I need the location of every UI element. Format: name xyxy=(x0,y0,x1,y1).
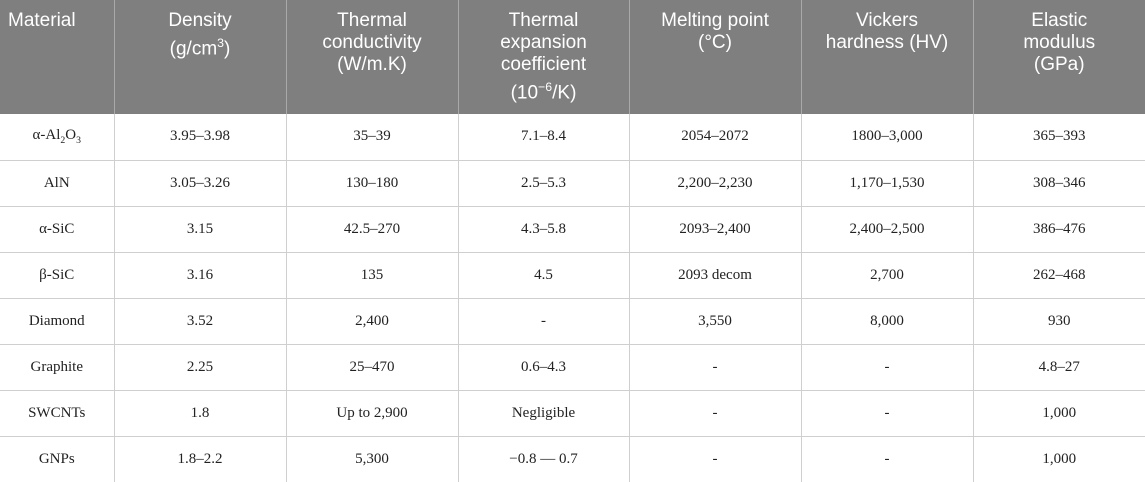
header-density: Density (g/cm3) xyxy=(114,0,287,114)
cell-vickers-hardness: - xyxy=(801,344,974,391)
cell-thermal-expansion: - xyxy=(458,298,630,345)
cell-melting-point: - xyxy=(629,390,802,437)
cell-thermal-expansion: −0.8 — 0.7 xyxy=(458,436,630,482)
header-thermal-conductivity: Thermal conductivity (W/m.K) xyxy=(286,0,459,114)
cell-density: 3.05–3.26 xyxy=(114,160,287,207)
cell-thermal-conductivity: 135 xyxy=(286,252,459,299)
cell-elastic-modulus: 308–346 xyxy=(973,160,1145,207)
table-body: α-Al2O3 3.95–3.98 35–39 7.1–8.4 2054–207… xyxy=(0,114,1145,482)
cell-vickers-hardness: - xyxy=(801,436,974,482)
cell-material: α-Al2O3 xyxy=(0,114,115,161)
cell-material: α-SiC xyxy=(0,206,115,253)
table-row: β-SiC 3.16 135 4.5 2093 decom 2,700 262–… xyxy=(0,252,1145,299)
cell-thermal-conductivity: 25–470 xyxy=(286,344,459,391)
cell-melting-point: 2,200–2,230 xyxy=(629,160,802,207)
cell-thermal-conductivity: 2,400 xyxy=(286,298,459,345)
cell-density: 3.15 xyxy=(114,206,287,253)
cell-thermal-expansion: 4.3–5.8 xyxy=(458,206,630,253)
cell-thermal-conductivity: Up to 2,900 xyxy=(286,390,459,437)
cell-density: 3.95–3.98 xyxy=(114,114,287,161)
table-row: α-SiC 3.15 42.5–270 4.3–5.8 2093–2,400 2… xyxy=(0,206,1145,253)
cell-material: GNPs xyxy=(0,436,115,482)
cell-elastic-modulus: 4.8–27 xyxy=(973,344,1145,391)
cell-elastic-modulus: 1,000 xyxy=(1042,450,1077,467)
cell-vickers-hardness: 2,700 xyxy=(801,252,974,299)
table-row: AlN 3.05–3.26 130–180 2.5–5.3 2,200–2,23… xyxy=(0,160,1145,207)
cell-vickers-hardness: 2,400–2,500 xyxy=(801,206,974,253)
cell-thermal-conductivity: 35–39 xyxy=(286,114,459,161)
cell-material: Diamond xyxy=(0,298,115,345)
header-melting-point: Melting point (°C) xyxy=(629,0,802,114)
cell-thermal-conductivity: 5,300 xyxy=(286,436,459,482)
cell-thermal-expansion: 4.5 xyxy=(458,252,630,299)
cell-elastic-modulus: 386–476 xyxy=(973,206,1145,253)
header-material: Material xyxy=(0,0,115,114)
cell-melting-point: 2093–2,400 xyxy=(629,206,802,253)
table-row: SWCNTs 1.8 Up to 2,900 Negligible - - 1,… xyxy=(0,390,1145,437)
table-row: α-Al2O3 3.95–3.98 35–39 7.1–8.4 2054–207… xyxy=(0,114,1145,161)
cell-elastic-modulus: 930 xyxy=(973,298,1145,345)
cell-density: 2.25 xyxy=(114,344,287,391)
cell-thermal-expansion: 0.6–4.3 xyxy=(458,344,630,391)
cell-melting-point: - xyxy=(629,436,802,482)
cell-melting-point: - xyxy=(629,344,802,391)
cell-thermal-expansion: 2.5–5.3 xyxy=(458,160,630,207)
cell-melting-point: 2093 decom xyxy=(629,252,802,299)
header-thermal-expansion: Thermal expansion coefficient (10−6/K) xyxy=(458,0,630,114)
cell-elastic-modulus: 1,000 xyxy=(973,390,1145,437)
cell-thermal-expansion: 7.1–8.4 xyxy=(458,114,630,161)
cell-density: 1.8–2.2 xyxy=(114,436,287,482)
cell-material: AlN xyxy=(0,160,115,207)
cell-vickers-hardness: 1800–3,000 xyxy=(801,114,974,161)
cell-material: β-SiC xyxy=(0,252,115,299)
cell-density: 1.8 xyxy=(114,390,287,437)
cell-density: 3.16 xyxy=(114,252,287,299)
cell-melting-point: 3,550 xyxy=(629,298,802,345)
header-elastic-modulus: Elastic modulus (GPa) xyxy=(973,0,1145,114)
cell-thermal-conductivity: 130–180 xyxy=(286,160,459,207)
table-row: Diamond 3.52 2,400 - 3,550 8,000 930 xyxy=(0,298,1145,345)
cell-vickers-hardness: 8,000 xyxy=(801,298,974,345)
cell-vickers-hardness: 1,170–1,530 xyxy=(801,160,974,207)
cell-material: SWCNTs xyxy=(0,390,115,437)
cell-elastic-modulus: 262–468 xyxy=(973,252,1145,299)
cell-vickers-hardness: - xyxy=(801,390,974,437)
cell-density: 3.52 xyxy=(114,298,287,345)
cell-thermal-expansion: Negligible xyxy=(458,390,630,437)
table-row: GNPs 1.8–2.2 5,300 −0.8 — 0.7 - - 1,000 xyxy=(0,436,1145,482)
cell-material: Graphite xyxy=(0,344,115,391)
header-vickers-hardness: Vickers hardness (HV) xyxy=(801,0,974,114)
cell-elastic-modulus: 365–393 xyxy=(973,114,1145,161)
cell-thermal-conductivity: 42.5–270 xyxy=(286,206,459,253)
cell-melting-point: 2054–2072 xyxy=(629,114,802,161)
table-row: Graphite 2.25 25–470 0.6–4.3 - - 4.8–27 xyxy=(0,344,1145,391)
header-row: Material Density (g/cm3) Thermal conduct… xyxy=(0,0,1145,114)
table-header: Material Density (g/cm3) Thermal conduct… xyxy=(0,0,1145,114)
